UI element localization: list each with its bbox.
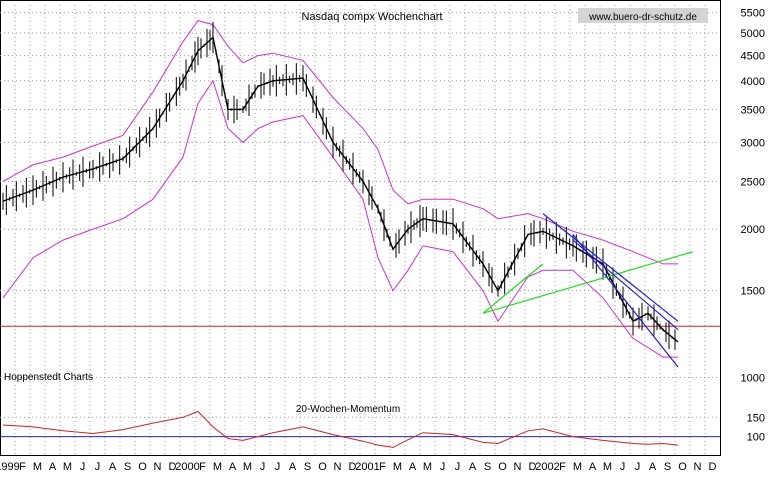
x-tick-label: M [393, 461, 402, 473]
x-tick-label: M [423, 461, 432, 473]
x-tick-label: M [33, 461, 42, 473]
x-tick-label: N [334, 461, 342, 473]
x-tick-label: M [573, 461, 582, 473]
x-tick-label: J [440, 461, 446, 473]
source-label: Hoppenstedt Charts [4, 372, 93, 383]
x-tick-label: J [275, 461, 281, 473]
watermark-box [578, 8, 708, 23]
trendline-blue [542, 213, 679, 322]
x-tick-label: A [469, 461, 477, 473]
x-tick-label: A [289, 461, 297, 473]
x-tick-label: A [49, 461, 57, 473]
y-tick-label: 5000 [741, 28, 765, 40]
trendline-green [482, 251, 694, 314]
x-tick-label: D [529, 461, 537, 473]
x-tick-label: A [109, 461, 117, 473]
momentum-layer [0, 410, 720, 448]
x-tick-label: O [678, 461, 687, 473]
x-tick-label: D [169, 461, 177, 473]
x-tick-label: J [455, 461, 461, 473]
price-layer [0, 20, 720, 368]
x-tick-label: S [664, 461, 671, 473]
y-tick-label: 3500 [741, 104, 765, 116]
x-tick-label: J [80, 461, 86, 473]
momentum-title: 20-Wochen-Momentum [296, 404, 400, 415]
trendline-blue [572, 234, 679, 368]
momentum-tick-label: 150 [747, 412, 765, 424]
upper-band [2, 20, 678, 265]
x-tick-label: M [213, 461, 222, 473]
x-tick-label: S [124, 461, 131, 473]
y-tick-label: 1500 [741, 286, 765, 298]
chart-title: Nasdaq compx Wochenchart [301, 11, 442, 23]
y-tick-label: 1000 [741, 372, 765, 384]
x-tick-label: A [589, 461, 597, 473]
momentum-tick-label: 100 [747, 432, 765, 444]
y-tick-label: 3000 [741, 137, 765, 149]
x-tick-label: 2002 [535, 461, 559, 473]
lower-band [2, 79, 678, 358]
x-tick-label: O [138, 461, 147, 473]
x-tick-label: S [484, 461, 491, 473]
x-tick-label: O [498, 461, 507, 473]
x-tick-label: A [229, 461, 237, 473]
plot-frame [0, 0, 721, 456]
price-line [2, 36, 679, 343]
x-tick-label: D [709, 461, 717, 473]
x-tick-label: F [379, 461, 386, 473]
y-tick-label: 5500 [741, 8, 765, 20]
x-tick-label: M [63, 461, 72, 473]
price-bars [2, 21, 676, 350]
x-tick-label: 2001 [355, 461, 379, 473]
trendline-blue [572, 239, 679, 331]
y-tick-label: 2500 [741, 176, 765, 188]
grid-layer [0, 5, 720, 455]
x-tick-label: A [649, 461, 657, 473]
y-tick-label: 4500 [741, 51, 765, 63]
x-tick-label: J [260, 461, 266, 473]
x-tick-label: A [409, 461, 417, 473]
x-tick-label: F [559, 461, 566, 473]
x-tick-label: 2000 [175, 461, 199, 473]
x-tick-label: N [514, 461, 522, 473]
watermark-text: www.buero-dr-schutz.de [588, 12, 697, 23]
x-tick-label: F [19, 461, 26, 473]
x-tick-label: D [349, 461, 357, 473]
x-tick-label: N [154, 461, 162, 473]
x-tick-label: M [243, 461, 252, 473]
x-tick-label: O [318, 461, 327, 473]
y-tick-label: 2000 [741, 224, 765, 236]
x-tick-label: J [635, 461, 641, 473]
x-tick-label: J [620, 461, 626, 473]
momentum-line [2, 410, 679, 448]
x-tick-label: N [694, 461, 702, 473]
axis-layer: 1000 1500 2000 2500 3000 3500 4000 4500 5000 5500… [0, 8, 765, 473]
x-tick-label: S [304, 461, 311, 473]
x-tick-label: 1999 [0, 461, 20, 473]
x-tick-label: J [95, 461, 101, 473]
x-tick-label: F [199, 461, 206, 473]
x-tick-label: M [603, 461, 612, 473]
y-tick-label: 4000 [741, 76, 765, 88]
trendline-green [482, 263, 544, 314]
